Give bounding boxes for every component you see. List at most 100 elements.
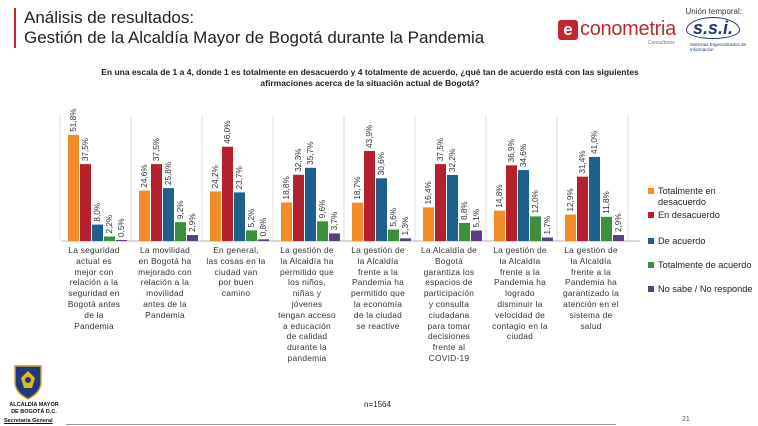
category-label: En general, las cosas en la ciudad van por …: [201, 245, 271, 299]
bar-series3-group4: [305, 167, 316, 241]
category-label-line: de la ciudad: [353, 309, 403, 320]
bar-series4-group3: [246, 230, 257, 241]
page-title: Análisis de resultados:: [24, 8, 195, 27]
category-label-line: Bogotá: [434, 255, 464, 266]
data-label: 25,8%: [164, 162, 173, 185]
data-label: 1,7%: [543, 216, 552, 235]
category-label-line: se reactive: [356, 320, 400, 331]
bar-series3-group2: [163, 188, 174, 241]
category-label-line: para tomar: [427, 320, 471, 331]
category-label-line: La Alcaldía de: [420, 245, 478, 255]
bar-series4-group8: [601, 216, 612, 241]
bar-series5-group7: [542, 237, 553, 241]
category-label-line: frente al: [432, 342, 466, 353]
category-label-line: logrado: [505, 288, 535, 299]
category-label: La movilidad en Bogotá ha mejorado con rela…: [130, 245, 200, 321]
bar-series2-group2: [151, 164, 162, 241]
bar-series4-group5: [388, 229, 399, 241]
bar-series2-group7: [506, 165, 517, 241]
category-label-line: la Alcaldía ha: [280, 255, 334, 266]
legend-swatch: [648, 188, 654, 194]
category-label-line: Pandemia ha: [351, 277, 405, 288]
category-label-line: la Alcaldía: [570, 255, 612, 266]
data-label: 9,2%: [176, 200, 185, 219]
category-label-line: atención en el: [563, 298, 619, 309]
legend-swatch: [648, 262, 654, 268]
category-label-line: y consulta: [428, 298, 470, 309]
category-label-line: permitido que: [351, 288, 405, 299]
category-label-line: la Alcaldía: [499, 255, 541, 266]
category-label-line: frente a la: [358, 266, 398, 277]
legend-label: De acuerdo: [658, 236, 706, 246]
data-label: 41,0%: [590, 131, 599, 154]
data-label: 36,9%: [507, 139, 516, 162]
data-label: 18,8%: [282, 176, 291, 199]
bar-series4-group6: [459, 222, 470, 241]
bar-series1-group4: [281, 202, 292, 241]
bar-series4-group4: [317, 221, 328, 241]
footer-divider: [66, 424, 616, 425]
category-label-line: ciudadana: [428, 309, 470, 320]
data-label: 46,0%: [223, 120, 232, 143]
category-label-line: La gestión de: [564, 245, 618, 255]
bar-series1-group6: [423, 207, 434, 241]
bar-series5-group1: [116, 239, 127, 241]
category-label-line: actual es: [76, 255, 112, 266]
category-label-line: mejor con: [74, 266, 114, 277]
category-label-line: relación a la: [69, 277, 119, 288]
sample-size-label: n=1564: [364, 400, 391, 409]
category-label: La gestión de la Alcaldía frente a la Pande…: [485, 245, 555, 342]
bar-series4-group2: [175, 222, 186, 241]
legend-label: No sabe / No responde: [658, 284, 753, 294]
category-label-line: tengan acceso: [278, 309, 336, 320]
legend-label: Totalmente en desacuerdo: [658, 186, 716, 207]
legend-swatch: [648, 212, 654, 218]
data-label: 35,7%: [306, 142, 315, 165]
econometria-logo-subtitle: Consultores: [648, 40, 675, 46]
category-label-line: Pandemia ha: [564, 277, 618, 288]
bar-series5-group4: [329, 233, 340, 241]
legend-swatch: [648, 286, 654, 292]
category-label-line: pandemia: [287, 352, 327, 363]
category-label-line: por buen: [218, 277, 254, 288]
category-label-line: seguridad en: [68, 288, 120, 299]
category-label-line: contagio en la: [492, 320, 548, 331]
title-block: Análisis de resultados: Gestión de la Al…: [14, 8, 484, 48]
econometria-logo-text: conometria: [580, 18, 676, 40]
category-label-line: garantiza los: [423, 266, 475, 277]
bar-series3-group7: [518, 170, 529, 241]
bar-series1-group3: [210, 191, 221, 241]
bar-series1-group7: [494, 210, 505, 241]
data-label: 16,4%: [424, 181, 433, 204]
category-label-line: La gestión de: [493, 245, 547, 255]
bar-series4-group1: [104, 236, 115, 241]
category-label-line: relación a la: [140, 277, 190, 288]
category-label-line: Pandemia ha: [493, 277, 547, 288]
data-label: 8,0%: [93, 203, 102, 222]
bar-series1-group1: [68, 134, 79, 241]
category-label-line: la economía: [353, 298, 403, 309]
bar-series5-group2: [187, 235, 198, 241]
data-label: 2,9%: [614, 213, 623, 232]
bar-series5-group5: [400, 238, 411, 241]
ssi-logo-subtitle: Sistemas Especializados de Información: [690, 42, 747, 52]
data-label: 23,7%: [235, 166, 244, 189]
data-label: 12,9%: [566, 188, 575, 211]
page-number: 21: [682, 416, 690, 423]
category-label: La gestión de la Alcaldía ha permitido que…: [272, 245, 342, 364]
data-label: 37,5%: [152, 138, 161, 161]
category-label-line: Pandemia: [74, 320, 114, 331]
data-label: 37,5%: [81, 138, 90, 161]
ssi-logo-text: s.s.i.: [686, 17, 741, 39]
legend-label: Totalmente de acuerdo: [658, 260, 752, 270]
category-label-line: garantizado la: [562, 288, 620, 299]
data-label: 12,0%: [531, 190, 540, 213]
bar-series5-group8: [613, 235, 624, 241]
data-label: 2,9%: [188, 213, 197, 232]
category-label-line: niñas y: [292, 288, 322, 299]
category-label-line: la Alcaldía: [357, 255, 399, 266]
category-label-line: espacios de: [425, 277, 473, 288]
data-label: 11,8%: [602, 191, 611, 214]
category-label: La gestión de la Alcaldía frente a la Pande…: [556, 245, 626, 331]
category-label-line: los niños,: [288, 277, 326, 288]
